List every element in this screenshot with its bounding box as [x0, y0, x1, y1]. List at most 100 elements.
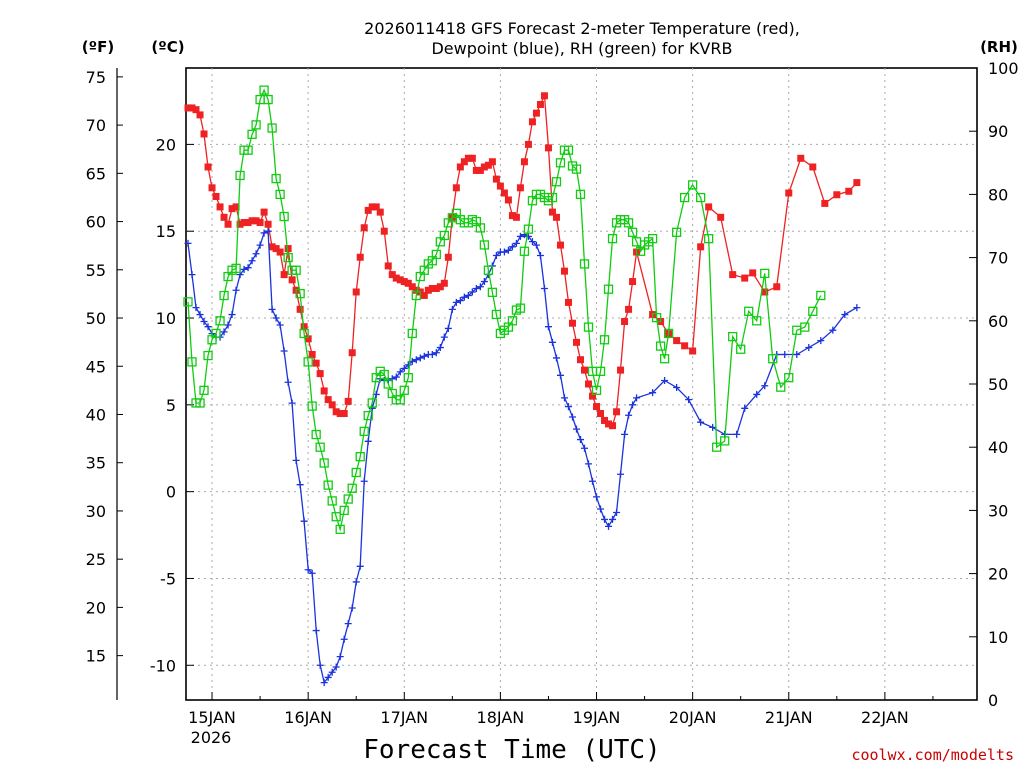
dewpoint-point	[360, 477, 368, 485]
dewpoint-point	[324, 673, 332, 681]
rh-point	[343, 494, 353, 504]
rh-point	[687, 180, 698, 190]
dewpoint-point	[572, 425, 580, 433]
dewpoint-point	[292, 456, 300, 464]
temperature-point	[240, 219, 248, 227]
dewpoint-point	[589, 477, 597, 485]
f-tick-label: 60	[86, 213, 106, 232]
temperature-point	[476, 166, 484, 174]
rh-point	[363, 410, 373, 421]
rh-point	[315, 442, 325, 452]
grid-layer	[186, 68, 977, 700]
f-tick-label: 55	[86, 261, 106, 280]
dewpoint-point	[597, 505, 605, 513]
dewpoint-point	[524, 232, 532, 240]
dewpoint-point	[472, 285, 480, 293]
rh-tick-label: 100	[988, 59, 1019, 78]
dewpoint-point	[404, 361, 412, 369]
dewpoint-point	[448, 305, 456, 313]
dewpoint-point	[540, 285, 548, 293]
c-tick-label: 5	[166, 396, 176, 415]
temperature-point	[440, 279, 448, 287]
dewpoint-point	[444, 324, 452, 332]
rh-point	[395, 395, 405, 405]
dewpoint-point	[344, 620, 352, 628]
rh-tick-label: 0	[988, 691, 998, 710]
temperature-point	[312, 359, 320, 367]
temperature-point	[212, 192, 220, 200]
dewpoint-point	[685, 396, 693, 404]
dewpoint-point	[340, 635, 348, 643]
temperature-point	[208, 184, 216, 192]
temperature-point	[352, 288, 360, 296]
rh-point	[623, 218, 634, 228]
rh-point	[335, 524, 345, 535]
temperature-point	[224, 220, 232, 228]
x-axis-label: Forecast Time (UTC)	[363, 735, 660, 765]
rh-point	[515, 303, 526, 313]
temperature-point	[268, 243, 276, 251]
dewpoint-point	[228, 311, 236, 319]
rh-point	[800, 322, 810, 332]
celsius-unit-label: (ºC)	[151, 38, 184, 56]
temperature-point	[761, 288, 769, 296]
temperature-point	[597, 410, 605, 418]
f-tick-label: 35	[86, 454, 106, 473]
temperature-point	[508, 212, 516, 220]
temperature-point	[492, 175, 500, 183]
dewpoint-point	[416, 354, 424, 362]
rh-point	[736, 344, 746, 354]
tick-layer: 15JAN 16JAN 17JAN 18JAN 19JAN 20JAN 21JAN 22JAN…	[86, 59, 1019, 727]
rh-point	[235, 170, 245, 181]
temperature-point	[380, 227, 388, 235]
rh-point	[728, 331, 738, 342]
rh-point	[575, 189, 586, 200]
dewpoint-point	[512, 239, 520, 247]
x-tick-label: 17JAN	[380, 708, 428, 727]
temperature-point	[300, 323, 308, 331]
rh-point	[403, 373, 413, 383]
dewpoint-point	[661, 377, 669, 385]
temperature-point	[204, 163, 212, 171]
temperature-point	[308, 350, 316, 358]
f-tick-label: 75	[86, 68, 106, 87]
dewpoint-point	[544, 323, 552, 331]
rh-point	[303, 357, 313, 367]
rh-point	[555, 158, 566, 168]
temperature-point	[689, 347, 697, 355]
dewpoint-point	[853, 304, 861, 312]
f-tick-label: 45	[86, 357, 106, 376]
dewpoint-point	[548, 338, 556, 346]
temperature-point	[496, 182, 504, 190]
rh-point	[651, 312, 662, 323]
rh-point	[247, 129, 257, 140]
rh-point	[487, 287, 498, 298]
temperature-point	[248, 217, 256, 225]
f-tick-label: 50	[86, 309, 106, 328]
temperature-point	[705, 203, 713, 211]
temperature-point	[564, 298, 572, 306]
temperature-point	[500, 189, 508, 197]
rh-point	[347, 483, 357, 493]
rh-point	[816, 290, 826, 301]
dewpoint-point	[621, 430, 629, 438]
temperature-point	[392, 274, 400, 282]
rh-point	[283, 252, 293, 263]
dewpoint-point	[629, 401, 637, 409]
temperature-point	[729, 271, 737, 279]
dewpoint-point	[564, 403, 572, 411]
rh-point	[591, 385, 602, 395]
temperature-point	[472, 166, 480, 174]
dewpoint-point	[252, 250, 260, 258]
rh-tick-label: 40	[988, 438, 1008, 457]
rh-point	[595, 366, 606, 377]
rh-point	[712, 442, 722, 452]
rh-tick-label: 20	[988, 565, 1008, 584]
rh-point	[327, 496, 337, 506]
temperature-point	[360, 224, 368, 232]
dewpoint-point	[552, 354, 560, 362]
temperature-point	[593, 403, 601, 411]
temperature-point	[400, 278, 408, 286]
temperature-point	[468, 154, 476, 162]
temperature-point	[264, 220, 272, 228]
